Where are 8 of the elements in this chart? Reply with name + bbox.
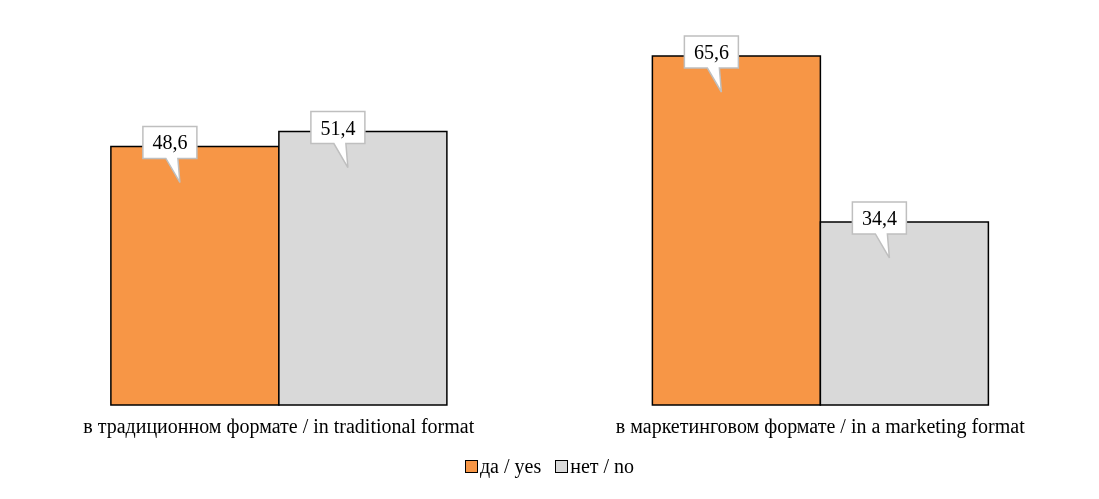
- x-tick-label: в маркетинговом формате / in a marketing format: [615, 415, 1026, 439]
- data-label: 48,6: [152, 131, 188, 154]
- legend-label: нет / no: [569, 455, 635, 478]
- data-label: 65,6: [693, 41, 729, 63]
- legend-label: да / yes: [478, 455, 542, 478]
- data-label: 51,4: [320, 116, 356, 139]
- data-label: 34,4: [861, 206, 897, 229]
- x-tick-label: в традиционном формате / in traditional format: [83, 415, 475, 439]
